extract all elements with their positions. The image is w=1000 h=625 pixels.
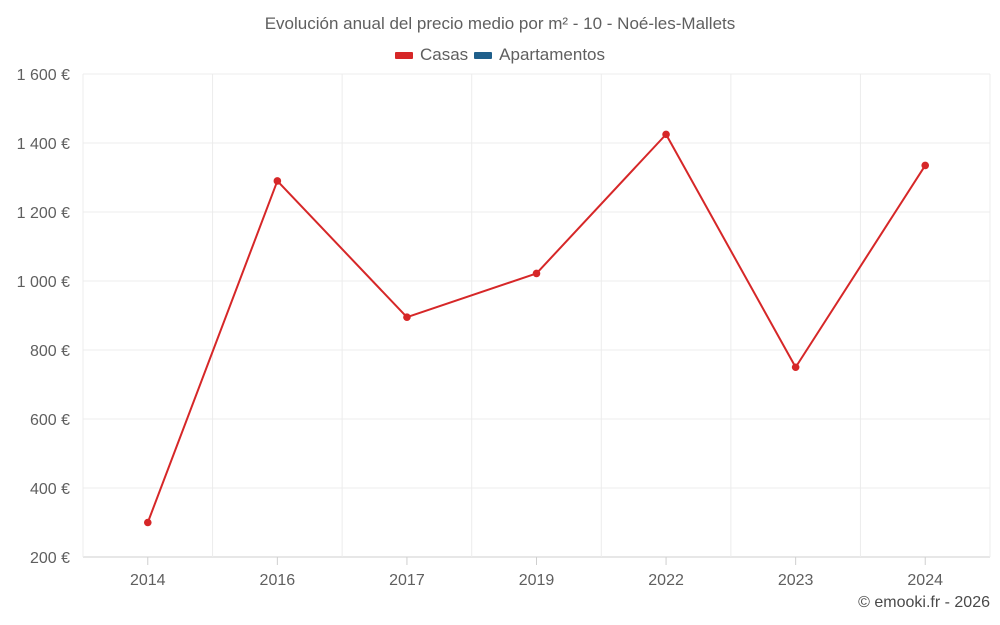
x-tick-label: 2024 [907, 572, 943, 589]
grid-lines [82, 73, 991, 558]
data-point[interactable] [143, 518, 152, 527]
credit-text: © emooki.fr - 2026 [858, 594, 990, 611]
legend-label-casas: Casas [419, 45, 469, 64]
y-tick-label: 1 200 € [17, 205, 70, 222]
y-tick-label: 1 600 € [17, 67, 70, 84]
legend-label-apartamentos: Apartamentos [499, 45, 606, 64]
data-point[interactable] [662, 130, 670, 139]
y-tick-label: 800 € [30, 343, 70, 360]
chart-title: Evolución anual del precio medio por m² … [264, 14, 736, 33]
y-tick-label: 200 € [30, 550, 70, 567]
x-tick-label: 2016 [260, 572, 296, 589]
y-tick-label: 1 400 € [17, 136, 70, 153]
y-axis-ticks: 200 € 400 € 600 € 800 € 1 000 € 1 200 € 1 400 … [17, 67, 70, 567]
y-tick-label: 600 € [30, 412, 70, 429]
y-tick-label: 400 € [30, 481, 70, 498]
legend-swatch-apartamentos [474, 51, 493, 59]
x-tick-label: 2017 [389, 572, 425, 589]
data-point[interactable] [532, 269, 541, 278]
legend-item-apartamentos[interactable]: Apartamentos [474, 45, 605, 65]
series-layer [143, 130, 930, 527]
x-tick-label: 2019 [519, 572, 555, 589]
data-point[interactable] [791, 363, 800, 372]
data-point[interactable] [921, 161, 930, 170]
legend-item-casas[interactable]: Casas [394, 45, 469, 65]
x-tick-label: 2022 [648, 572, 684, 589]
legend-swatch-casas [394, 51, 413, 59]
data-point[interactable] [403, 313, 411, 322]
y-tick-label: 1 000 € [17, 274, 70, 291]
x-tick-label: 2023 [778, 572, 814, 589]
x-axis-ticks: 2014 2016 2017 2019 2022 2023 2024 [130, 557, 943, 589]
x-tick-label: 2014 [130, 572, 166, 589]
data-point[interactable] [273, 177, 282, 185]
series-line-casas [146, 133, 927, 523]
chart-legend: Casas Apartamentos [0, 45, 1000, 65]
